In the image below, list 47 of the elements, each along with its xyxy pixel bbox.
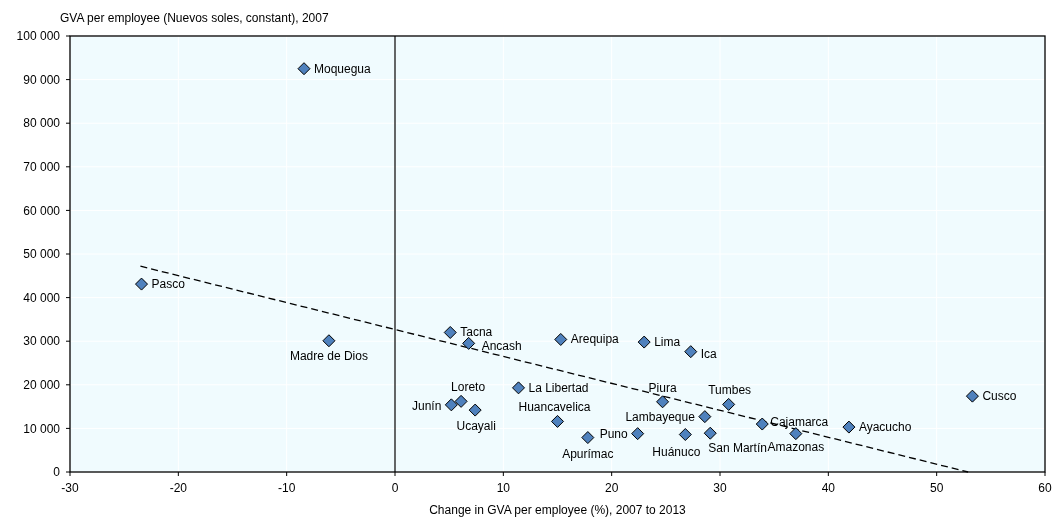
- annotation: Loreto: [451, 380, 486, 395]
- annotation: Puno: [599, 426, 628, 441]
- annotation: La Libertad: [528, 380, 589, 395]
- annotation: Ucayali: [456, 419, 496, 434]
- x-tick-label: 20: [604, 481, 619, 495]
- annotation: San Martín: [708, 441, 767, 456]
- x-tick-label: 30: [713, 481, 727, 495]
- x-tick-label: 50: [929, 481, 944, 495]
- annotation: Cusco: [982, 389, 1017, 404]
- annotation: Cajamarca: [770, 415, 829, 430]
- annotation: Junín: [411, 398, 442, 413]
- annotation: Moquegua: [314, 61, 372, 76]
- y-tick-label: 40 000: [23, 290, 61, 305]
- y-tick-label: 70 000: [23, 160, 61, 174]
- x-tick-label: 40: [821, 481, 836, 495]
- annotation: Huancavelica: [518, 400, 591, 415]
- annotation: Lambayeque: [625, 409, 696, 424]
- x-tick-label: 60: [1038, 481, 1052, 495]
- annotation: Piura: [648, 380, 677, 395]
- annotation: Amazonas: [767, 439, 825, 454]
- x-tick-label: 10: [496, 481, 511, 495]
- y-tick-label: 50 000: [23, 247, 61, 262]
- x-axis-title: Change in GVA per employee (%), 2007 to 2013: [429, 503, 687, 517]
- y-tick-label: 0: [53, 465, 61, 480]
- y-tick-label: 80 000: [23, 116, 61, 131]
- annotation: Tumbes: [708, 383, 752, 398]
- annotation: Lima: [654, 335, 681, 350]
- x-tick-label: -10: [277, 481, 296, 495]
- annotation: Ayacucho: [858, 420, 912, 435]
- x-tick-label: -20: [169, 481, 188, 495]
- y-tick-label: 60 000: [23, 203, 61, 218]
- y-tick-label: 20 000: [23, 378, 61, 392]
- y-tick-label: 100 000: [16, 29, 61, 44]
- annotation: Arequipa: [570, 332, 620, 347]
- x-tick-label: 0: [391, 481, 399, 495]
- annotation: Huánuco: [652, 444, 701, 459]
- annotation: Pasco: [151, 277, 186, 292]
- annotation: Ica: [700, 346, 718, 361]
- y-tick-label: 10 000: [23, 421, 61, 436]
- y-axis-title: GVA per employee (Nuevos soles, constant), 2007: [60, 11, 329, 25]
- annotation: Ancash: [481, 339, 522, 354]
- y-tick-label: 30 000: [23, 334, 61, 349]
- annotation: Apurímac: [562, 446, 614, 461]
- annotation: Madre de Dios: [289, 348, 368, 363]
- x-tick-label: -30: [61, 481, 79, 495]
- annotation: Tacna: [460, 325, 493, 340]
- y-tick-label: 90 000: [23, 72, 61, 87]
